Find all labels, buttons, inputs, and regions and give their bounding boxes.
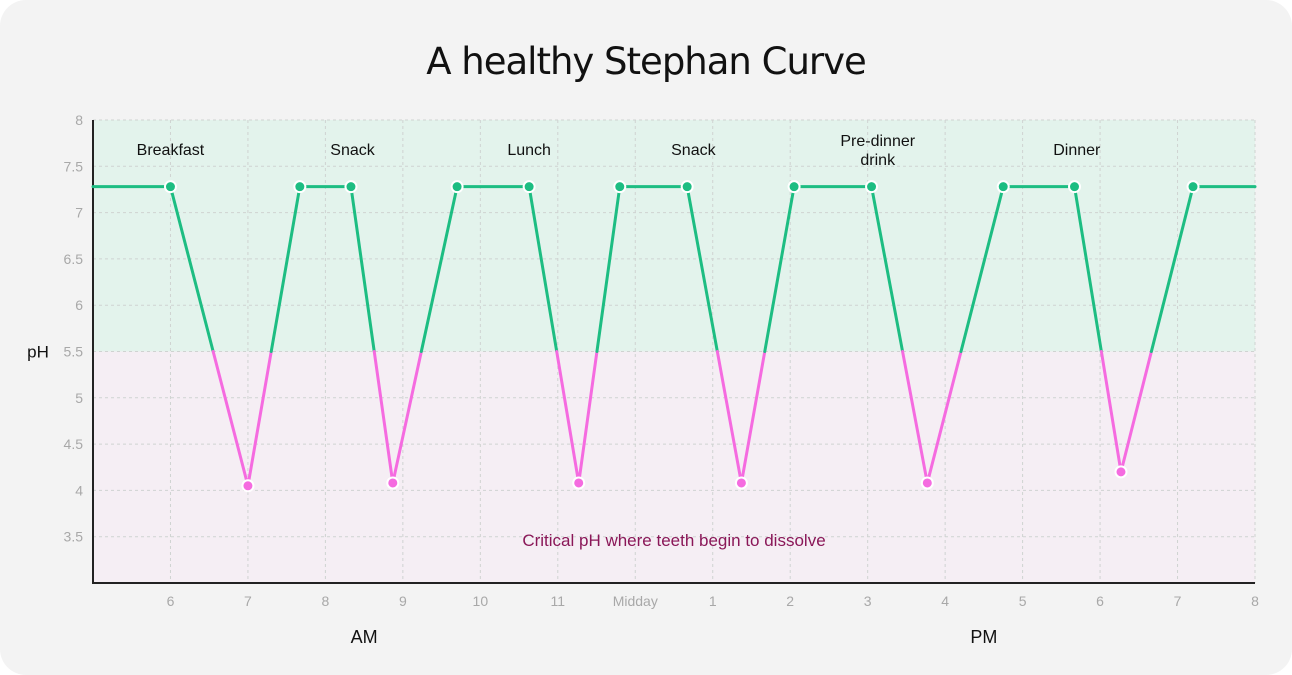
data-point (163, 180, 177, 194)
data-point (293, 180, 307, 194)
curve-segment (1073, 185, 1103, 353)
x-tick-label: 7 (1174, 593, 1182, 609)
event-label: Lunch (507, 142, 551, 159)
curve-segment (715, 350, 743, 485)
data-point (865, 180, 879, 194)
data-point (1114, 465, 1128, 479)
y-tick-label: 6 (75, 297, 83, 313)
x-tick-label: 8 (322, 593, 330, 609)
curve-segment (595, 185, 622, 353)
x-tick-label: 5 (1019, 593, 1027, 609)
y-tick-label: 6.5 (64, 251, 84, 267)
x-tick-label: 6 (1096, 593, 1104, 609)
curve-segment (763, 185, 796, 353)
y-tick-label: 4.5 (64, 436, 84, 452)
x-tick-label: 6 (167, 593, 175, 609)
data-point (680, 180, 694, 194)
x-tick-label: 7 (244, 593, 252, 609)
curve-segment (901, 350, 929, 485)
x-tick-label: Midday (613, 593, 658, 609)
curve-segment (555, 350, 581, 485)
data-point (386, 476, 400, 490)
curve-segment (870, 185, 905, 353)
x-tick-label: 9 (399, 593, 407, 609)
data-point (522, 180, 536, 194)
curve-segment (269, 185, 302, 353)
curve-segment (685, 185, 719, 353)
data-point (241, 479, 255, 493)
period-label: PM (970, 627, 997, 647)
x-tick-label: 8 (1251, 593, 1259, 609)
event-label: Snack (671, 142, 716, 159)
curve-segments (91, 185, 1257, 488)
y-tick-label: 8 (75, 112, 83, 128)
curve-segment (391, 350, 423, 485)
y-tick-label: 7 (75, 205, 83, 221)
curve-segment (1119, 350, 1153, 474)
curve-segment (527, 185, 559, 353)
data-point (920, 476, 934, 490)
y-tick-label: 5.5 (64, 344, 84, 360)
event-label: Dinner (1053, 142, 1101, 159)
data-point (1068, 180, 1082, 194)
x-tick-label: 1 (709, 593, 717, 609)
curve-segment (419, 185, 459, 353)
curve-segment (168, 185, 215, 353)
x-tick-label: 10 (473, 593, 489, 609)
safe-zone (93, 120, 1255, 352)
x-tick-label: 4 (941, 593, 949, 609)
y-axis-label: pH (27, 343, 49, 362)
y-tick-label: 3.5 (64, 529, 84, 545)
data-point (450, 180, 464, 194)
y-tick-label: 7.5 (64, 158, 84, 174)
event-label: Pre-dinner drink (840, 133, 915, 169)
curve-segment (739, 350, 767, 485)
y-tick-label: 5 (75, 390, 83, 406)
data-point (613, 180, 627, 194)
x-tick-label: 3 (864, 593, 872, 609)
data-point (734, 476, 748, 490)
curve-segment (1099, 350, 1123, 474)
data-point (572, 476, 586, 490)
data-point (344, 180, 358, 194)
data-point (787, 180, 801, 194)
x-tick-label: 2 (786, 593, 794, 609)
curve-segment (349, 185, 376, 353)
event-label: Breakfast (137, 142, 205, 159)
x-tick-label: 11 (551, 593, 566, 609)
curve-segment (925, 350, 963, 485)
critical-zone (93, 351, 1255, 583)
curve-segment (372, 350, 395, 485)
data-point (1186, 180, 1200, 194)
curve-segment (211, 350, 250, 488)
curve-segment (577, 350, 599, 485)
curve-segment (246, 350, 273, 488)
chart-title: A healthy Stephan Curve (426, 40, 867, 83)
data-point (996, 180, 1010, 194)
y-tick-label: 4 (75, 482, 83, 498)
gridlines (93, 119, 1256, 583)
event-label: Snack (330, 142, 375, 159)
curve-segment (1149, 185, 1195, 353)
period-label: AM (351, 627, 378, 647)
curve-segment (959, 185, 1005, 353)
critical-ph-note: Critical pH where teeth begin to dissolv… (522, 531, 825, 550)
